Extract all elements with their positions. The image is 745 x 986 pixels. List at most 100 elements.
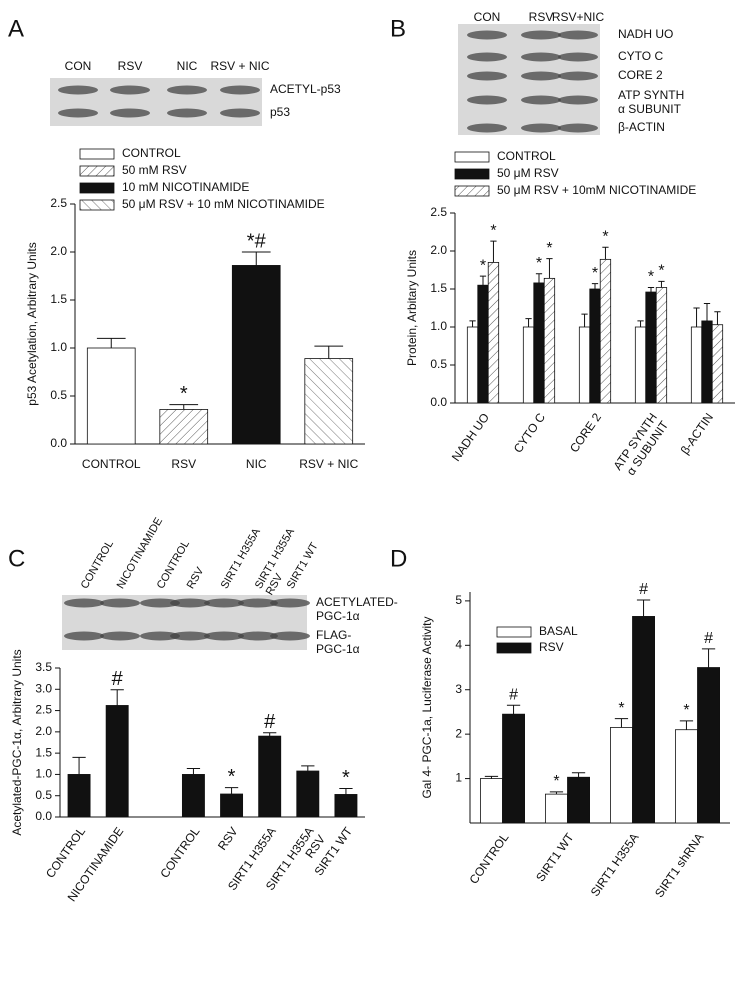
bar (304, 358, 354, 445)
error-bar (479, 275, 487, 286)
blot-band (238, 631, 278, 641)
panel-letter: C (8, 545, 25, 572)
error-bar (469, 320, 476, 327)
error-bar (549, 791, 564, 795)
significance-marker: * (546, 240, 552, 257)
y-tick-label: 2 (455, 726, 462, 740)
blot-row-label: β-ACTIN (618, 120, 665, 134)
legend-label: 50 μM RSV + 10mM NICOTINAMIDE (497, 183, 696, 197)
y-tick-label: 2.5 (50, 196, 67, 210)
y-tick-label: 2.0 (50, 244, 67, 258)
x-tick-label: NADH UO (449, 411, 492, 464)
error-bar (484, 775, 499, 779)
y-tick-label: 1 (455, 771, 462, 785)
error-bar (110, 689, 124, 706)
error-bar (647, 286, 655, 293)
error-bar (637, 320, 644, 327)
legend-label: CONTROL (122, 146, 181, 160)
error-bar (490, 240, 497, 263)
significance-marker: * (683, 702, 689, 719)
blot-row-label: CYTO C (618, 49, 663, 63)
significance-marker: * (228, 766, 236, 788)
blot-column-label: SIRT1 WT (285, 540, 321, 591)
bar (258, 735, 282, 818)
significance-marker: * (592, 265, 598, 282)
blot-band (521, 71, 561, 81)
bar (86, 347, 136, 445)
error-bar (263, 732, 277, 737)
blot-band (558, 123, 598, 133)
error-bar (241, 251, 271, 266)
bar (634, 326, 647, 404)
y-tick-label: 0.5 (35, 788, 52, 802)
y-axis-label: Gal 4- PGC-1a, Luciferase Activity (420, 616, 434, 798)
y-tick-label: 3 (455, 682, 462, 696)
blot-band (170, 631, 210, 641)
bar (632, 616, 656, 824)
legend-swatch (79, 199, 115, 211)
text-line: ACETYLATED- (316, 595, 398, 609)
text-line: PGC-1α (316, 642, 360, 656)
panel-letter: A (8, 15, 24, 42)
blot-row-label: ACETYLATED-PGC-1α (316, 595, 398, 623)
significance-marker: *# (247, 230, 267, 252)
y-tick-label: 2.0 (35, 724, 52, 738)
error-bar (602, 246, 609, 260)
bar (711, 324, 724, 404)
blot-band (64, 631, 104, 641)
significance-marker: # (264, 711, 276, 733)
bar (487, 261, 500, 404)
blot-band (140, 631, 180, 641)
error-bar (525, 318, 532, 327)
error-bar (614, 718, 629, 728)
blot-band (270, 631, 310, 641)
significance-marker: # (112, 668, 124, 690)
blot-band (558, 52, 598, 62)
error-bar (703, 302, 711, 321)
y-tick-label: 1.0 (50, 340, 67, 354)
bar (645, 291, 657, 404)
bar (159, 409, 209, 445)
y-tick-label: 2.5 (430, 205, 447, 219)
blot-column-label: CON (65, 59, 92, 73)
bar (522, 326, 535, 404)
x-tick-label: RSV (171, 457, 196, 471)
y-axis-label: Acetylated-PGC-1α, Arbitrary Units (10, 649, 24, 835)
y-tick-label: 1.0 (430, 319, 447, 333)
blot-band (558, 95, 598, 105)
legend-label: CONTROL (497, 149, 556, 163)
blot-column-label: CON (474, 10, 501, 24)
error-bar (571, 772, 586, 778)
significance-marker: * (480, 257, 486, 274)
blot-column-label: NIC (177, 59, 198, 73)
blot-row-label: ATP SYNTH α SUBUNIT (618, 88, 684, 116)
significance-marker: * (342, 767, 350, 789)
y-axis-label: Protein, Arbitary Units (405, 250, 419, 366)
significance-marker: * (490, 222, 496, 239)
blot-band (170, 598, 210, 608)
bar (697, 667, 721, 824)
blot-band (521, 123, 561, 133)
blot-band (58, 108, 98, 118)
blot-band (140, 598, 180, 608)
error-bar (339, 787, 353, 795)
blot-band (270, 598, 310, 608)
blot-band (467, 123, 507, 133)
legend-swatch (496, 642, 532, 654)
bar (655, 287, 668, 404)
blot-row-label: NADH UO (618, 27, 673, 41)
significance-marker: * (536, 255, 542, 272)
bar (479, 778, 503, 824)
x-tick-label: SIRT1 H355A (588, 831, 642, 900)
text-line: α SUBUNIT (618, 102, 682, 116)
error-bar (301, 765, 315, 772)
y-tick-label: 4 (455, 637, 462, 651)
legend-swatch (79, 165, 115, 177)
error-bar (658, 280, 665, 288)
error-bar (714, 311, 721, 325)
legend-swatch (454, 151, 490, 163)
x-tick-label: RSV (215, 825, 241, 853)
legend-swatch (79, 148, 115, 160)
blot-band (238, 598, 278, 608)
